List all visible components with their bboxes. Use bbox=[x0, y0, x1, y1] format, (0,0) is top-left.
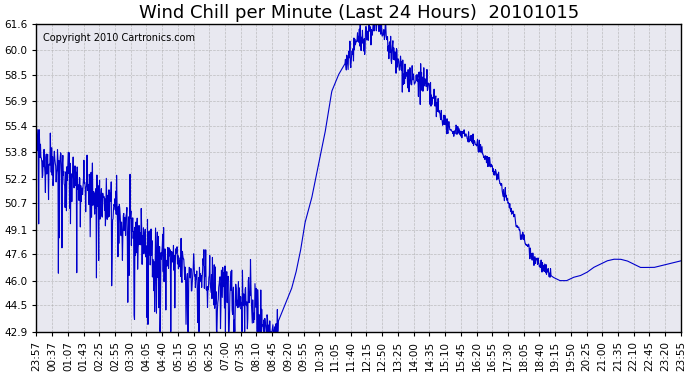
Text: Copyright 2010 Cartronics.com: Copyright 2010 Cartronics.com bbox=[43, 33, 195, 43]
Title: Wind Chill per Minute (Last 24 Hours)  20101015: Wind Chill per Minute (Last 24 Hours) 20… bbox=[139, 4, 579, 22]
